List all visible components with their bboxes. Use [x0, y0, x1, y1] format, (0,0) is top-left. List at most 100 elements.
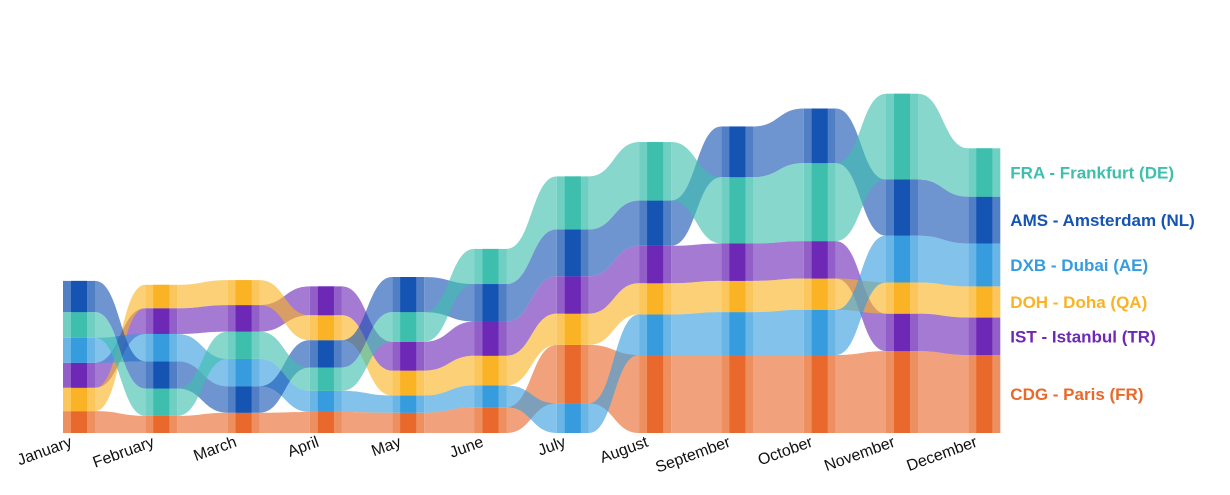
bar-core-ams-november [894, 179, 910, 236]
ribbon-doh-march-april [259, 280, 310, 341]
ribbon-fra-june-july [506, 176, 557, 285]
bar-core-cdg-october [811, 355, 828, 433]
month-label-september: September [653, 434, 733, 477]
ribbon-cdg-february-march [177, 412, 228, 433]
month-label-january: January [15, 434, 74, 469]
bar-core-fra-november [894, 93, 910, 180]
ribbon-ist-september-october [753, 241, 804, 281]
bar-core-doh-may [400, 370, 417, 396]
bar-core-ams-march [235, 386, 252, 413]
month-label-august: August [598, 434, 651, 467]
legend-label-dxb: DXB - Dubai (AE) [1010, 256, 1148, 275]
ribbon-ist-june-july [506, 276, 557, 356]
bar-core-cdg-november [894, 351, 910, 433]
x-axis-labels: January February March April May June July Augu… [15, 434, 980, 477]
bar-core-dxb-september [729, 312, 746, 355]
bar-core-ist-april [317, 286, 334, 316]
ribbon-cdg-june-july [506, 344, 557, 433]
bar-core-doh-september [729, 280, 746, 313]
bar-core-fra-july [564, 176, 581, 230]
ribbon-ams-april-may [341, 277, 393, 368]
ribbon-dxb-august-september [671, 312, 722, 355]
bar-core-dxb-december [976, 243, 993, 287]
ribbon-doh-november-december [918, 282, 969, 318]
bar-core-cdg-february [153, 415, 170, 433]
bar-core-cdg-july [564, 344, 581, 404]
ribbon-fra-may-june [424, 248, 475, 342]
bar-core-doh-april [317, 315, 334, 341]
month-label-december: December [904, 434, 980, 475]
ribbon-cdg-may-june [424, 407, 475, 433]
ribbon-dxb-june-july [506, 385, 557, 433]
ribbon-fra-july-august [588, 142, 640, 230]
bar-core-doh-june [482, 355, 499, 386]
bar-core-ams-september [729, 126, 746, 178]
bar-core-ams-july [564, 229, 581, 277]
bar-core-ist-december [976, 317, 993, 355]
bar-core-fra-may [400, 312, 417, 342]
ribbon-cdg-october-november [835, 351, 886, 433]
ribbon-dxb-october-november [835, 235, 886, 355]
ribbon-fra-august-september [671, 142, 722, 244]
bar-core-fra-march [235, 331, 252, 359]
ribbon-fra-april-may [341, 312, 393, 391]
ribbon-cdg-march-april [259, 411, 310, 433]
ribbon-dxb-may-june [424, 385, 475, 413]
bar-core-dxb-july [564, 403, 581, 433]
bar-core-ist-october [811, 241, 828, 279]
legend: CDG - Paris (FR) IST - Istanbul (TR) DOH -… [1010, 163, 1195, 404]
month-label-march: March [191, 434, 239, 465]
ribbon-dxb-november-december [918, 235, 969, 287]
ribbon-dxb-july-august [588, 314, 640, 433]
bar-core-fra-january [71, 312, 87, 338]
ribbon-ams-july-august [588, 200, 640, 277]
bar-core-dxb-may [400, 395, 417, 413]
legend-label-ist: IST - Istanbul (TR) [1010, 327, 1155, 346]
ribbon-dxb-april-may [341, 390, 393, 413]
bar-core-dxb-june [482, 385, 499, 408]
month-label-february: February [91, 434, 157, 472]
bar-core-cdg-march [235, 412, 252, 433]
ribbon-fra-november-december [918, 93, 969, 197]
bar-core-ist-november [894, 313, 910, 352]
bar-core-ist-january [71, 362, 87, 388]
bar-core-ams-december [976, 196, 993, 244]
ribbon-cdg-april-may [341, 411, 393, 433]
bar-core-dxb-november [894, 235, 910, 283]
bars-layer [63, 93, 1001, 433]
bar-core-doh-october [811, 278, 828, 310]
bar-core-doh-august [647, 283, 664, 315]
ribbon-dxb-september-october [753, 309, 804, 355]
bar-core-doh-december [976, 286, 993, 318]
ribbon-doh-june-july [506, 313, 557, 386]
ribbon-cdg-september-october [753, 355, 804, 433]
legend-label-fra: FRA - Frankfurt (DE) [1010, 163, 1174, 182]
bar-core-ams-august [647, 200, 664, 246]
bar-core-dxb-january [71, 337, 87, 363]
bar-core-cdg-september [729, 355, 746, 433]
bar-core-ams-april [317, 340, 334, 368]
bar-core-fra-august [647, 142, 664, 201]
bar-core-ist-june [482, 321, 499, 356]
bar-core-ams-october [811, 108, 828, 164]
ribbon-ams-march-april [259, 340, 310, 413]
ribbon-cdg-august-september [671, 355, 722, 433]
bar-core-doh-march [235, 280, 252, 306]
bar-core-fra-april [317, 367, 334, 391]
month-label-october: October [756, 434, 816, 470]
bar-core-ams-june [482, 284, 499, 322]
ribbon-fra-january-february [95, 312, 146, 416]
ribbon-cdg-january-february [95, 411, 146, 433]
bar-core-fra-october [811, 163, 828, 242]
bar-core-ist-september [729, 243, 746, 281]
bar-core-dxb-february [153, 333, 170, 362]
ribbon-cdg-november-december [918, 351, 969, 433]
month-label-november: November [822, 434, 898, 475]
bar-core-ams-february [153, 361, 170, 389]
ribbon-doh-july-august [588, 283, 640, 345]
bar-core-cdg-december [976, 355, 993, 433]
bar-core-dxb-october [811, 309, 828, 355]
bar-core-fra-february [153, 388, 170, 416]
ribbon-doh-february-march [177, 280, 228, 309]
bar-core-cdg-june [482, 407, 499, 433]
